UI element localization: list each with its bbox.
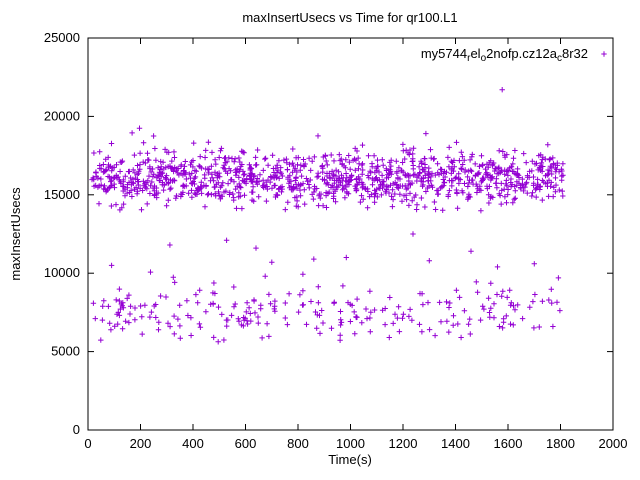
axis-ticks [87, 37, 614, 431]
legend-label: my5744relo2nofp.cz12ac8r32 [421, 46, 588, 64]
x-tick-label: 1600 [494, 436, 523, 451]
x-tick-label: 2000 [599, 436, 628, 451]
scatter-points [89, 87, 566, 345]
series-points-my5744_rel_o2nofp.cz12a_c8r32 [89, 87, 566, 345]
x-tick-label: 1800 [546, 436, 575, 451]
y-tick-label: 15000 [44, 187, 80, 202]
x-tick-label: 1200 [389, 436, 418, 451]
x-axis-label: Time(s) [328, 452, 372, 467]
x-tick-label: 0 [84, 436, 91, 451]
plot-axes [87, 37, 614, 431]
x-tick-label: 1000 [336, 436, 365, 451]
y-tick-label: 20000 [44, 108, 80, 123]
tick-labels: 0 200 400 600 800 1000 1200 1400 1600 1800 2000050… [44, 30, 628, 451]
chart-title: maxInsertUsecs vs Time for qr100.L1 [242, 10, 457, 25]
x-tick-label: 400 [182, 436, 204, 451]
y-tick-label: 25000 [44, 30, 80, 45]
x-tick-label: 200 [130, 436, 152, 451]
y-tick-label: 5000 [51, 344, 80, 359]
x-tick-label: 600 [235, 436, 257, 451]
x-tick-label: 800 [287, 436, 309, 451]
y-axis-label: maxInsertUsecs [8, 187, 23, 281]
x-tick-label: 1400 [441, 436, 470, 451]
legend: my5744relo2nofp.cz12ac8r32 [421, 46, 607, 64]
y-tick-label: 10000 [44, 265, 80, 280]
legend-marker-icon [601, 51, 607, 57]
plot-border [87, 37, 614, 431]
y-tick-label: 0 [73, 422, 80, 437]
